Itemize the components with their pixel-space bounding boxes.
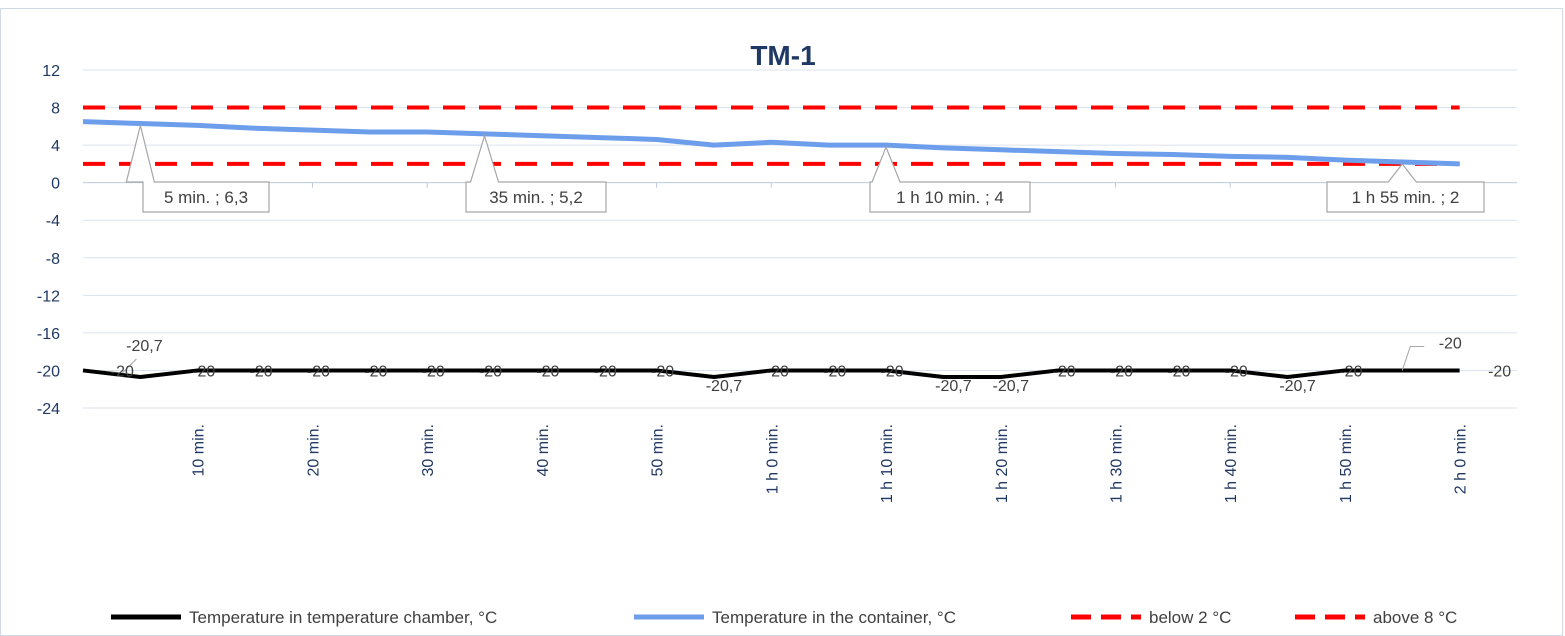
data-label: -20 <box>1110 363 1133 380</box>
y-tick-label: -12 <box>37 288 60 305</box>
callout-text: 5 min. ; 6,3 <box>164 188 248 207</box>
data-label: -20,7 <box>706 378 743 395</box>
data-label: -20 <box>479 363 502 380</box>
data-label: -20 <box>594 363 617 380</box>
x-tick-label: 1 h 20 min. <box>994 424 1011 503</box>
data-labels: -20,7 -20 -20 -20 -20 -20 -20 -20 -20 -20 -20,7 -20… <box>111 335 1512 395</box>
x-tick-label: 1 h 50 min. <box>1338 424 1355 503</box>
data-label: -20 <box>192 363 215 380</box>
x-tick-label: 20 min. <box>305 424 322 476</box>
x-tick-label: 1 h 40 min. <box>1223 424 1240 503</box>
data-label: -20 <box>823 363 846 380</box>
y-tick-label: 8 <box>51 101 60 118</box>
data-label: -20 <box>766 363 789 380</box>
legend-label: below 2 °C <box>1149 608 1231 627</box>
x-tick-label: 1 h 0 min. <box>764 424 781 494</box>
callout-box <box>1326 163 1485 213</box>
data-label: -20,7 <box>935 378 972 395</box>
data-label: -20 <box>1439 335 1462 352</box>
series-line-container <box>82 119 1460 167</box>
series-line-chamber <box>82 368 1460 380</box>
data-label: -20 <box>422 363 445 380</box>
data-label: -20 <box>1488 363 1511 380</box>
callouts: 5 min. ; 6,3 35 min. ; 5,2 1 h 10 min. ; 4… <box>125 125 1485 213</box>
x-tick-label: 50 min. <box>650 424 667 476</box>
y-tick-label: 4 <box>51 138 60 155</box>
data-label: -20 <box>1053 363 1076 380</box>
x-tick-label: 10 min. <box>191 424 208 476</box>
series-lines <box>82 105 1460 380</box>
data-label-leader <box>122 358 137 374</box>
y-tick-label: -16 <box>37 326 60 343</box>
data-label: -20 <box>364 363 387 380</box>
y-tick-label: -4 <box>46 213 60 230</box>
y-tick-label: -8 <box>46 251 60 268</box>
data-label: -20 <box>1339 363 1362 380</box>
data-label: -20 <box>1167 363 1190 380</box>
data-label: -20 <box>880 363 903 380</box>
y-tick-label: 0 <box>51 176 60 193</box>
data-label: -20,7 <box>1279 378 1316 395</box>
y-tick-label: -20 <box>37 363 60 380</box>
legend-label: Temperature in temperature chamber, °C <box>189 608 497 627</box>
x-tick-label: 30 min. <box>420 424 437 476</box>
data-label: -20 <box>307 363 330 380</box>
data-label: -20 <box>250 363 273 380</box>
callout-box <box>465 133 607 213</box>
data-label: -20,7 <box>126 338 163 355</box>
chart-frame <box>0 8 1563 636</box>
chart-title: TM-1 <box>750 40 815 71</box>
data-label: -20 <box>111 363 134 380</box>
y-axis: 12 8 4 0 -4 -8 -12 -16 -20 -24 <box>37 63 60 418</box>
callout-text: 35 min. ; 5,2 <box>489 188 583 207</box>
y-tick-label: -24 <box>37 401 60 418</box>
callout-box <box>125 125 270 213</box>
callout-box <box>869 145 1031 213</box>
x-tick-label: 1 h 30 min. <box>1108 424 1125 503</box>
data-label: -20 <box>651 363 674 380</box>
legend-label: Temperature in the container, °C <box>712 608 956 627</box>
data-label-leader <box>1401 345 1425 371</box>
callout-text: 1 h 10 min. ; 4 <box>896 188 1004 207</box>
legend-label: above 8 °C <box>1373 608 1457 627</box>
data-label: -20,7 <box>993 378 1030 395</box>
legend: Temperature in temperature chamber, °C Te… <box>111 608 1457 627</box>
x-tick-label: 40 min. <box>535 424 552 476</box>
x-tick-label: 1 h 10 min. <box>879 424 896 503</box>
x-tick-label: 2 h 0 min. <box>1453 424 1470 494</box>
data-label: -20 <box>536 363 559 380</box>
data-label: -20 <box>1225 363 1248 380</box>
callout-text: 1 h 55 min. ; 2 <box>1352 188 1460 207</box>
x-axis: 10 min. 20 min. 30 min. 40 min. 50 min. 1 h 0… <box>191 182 1470 503</box>
y-tick-label: 12 <box>42 63 60 80</box>
